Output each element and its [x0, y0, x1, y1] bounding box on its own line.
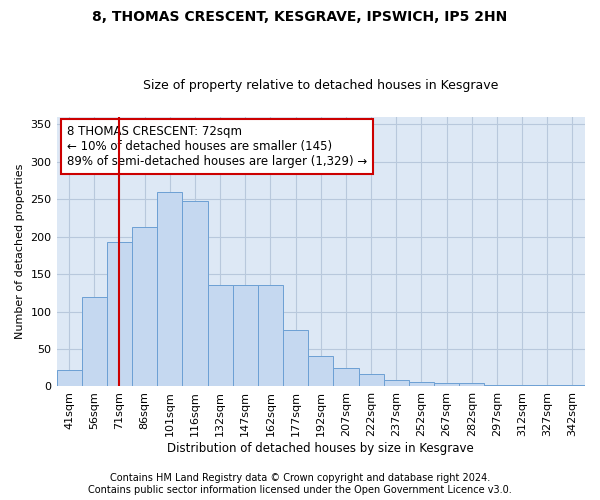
- Text: Contains HM Land Registry data © Crown copyright and database right 2024.
Contai: Contains HM Land Registry data © Crown c…: [88, 474, 512, 495]
- Bar: [208, 284, 233, 386]
- Bar: [283, 330, 308, 386]
- Bar: [82, 296, 107, 386]
- Bar: [56, 370, 82, 386]
- X-axis label: Distribution of detached houses by size in Kesgrave: Distribution of detached houses by size …: [167, 442, 474, 455]
- Bar: [157, 192, 182, 386]
- Bar: [509, 385, 535, 386]
- Title: Size of property relative to detached houses in Kesgrave: Size of property relative to detached ho…: [143, 79, 499, 92]
- Bar: [308, 356, 334, 386]
- Bar: [484, 385, 509, 386]
- Bar: [334, 368, 359, 386]
- Bar: [459, 382, 484, 386]
- Text: 8, THOMAS CRESCENT, KESGRAVE, IPSWICH, IP5 2HN: 8, THOMAS CRESCENT, KESGRAVE, IPSWICH, I…: [92, 10, 508, 24]
- Bar: [535, 385, 560, 386]
- Bar: [409, 382, 434, 386]
- Bar: [560, 385, 585, 386]
- Bar: [258, 284, 283, 386]
- Text: 8 THOMAS CRESCENT: 72sqm
← 10% of detached houses are smaller (145)
89% of semi-: 8 THOMAS CRESCENT: 72sqm ← 10% of detach…: [67, 125, 367, 168]
- Y-axis label: Number of detached properties: Number of detached properties: [15, 164, 25, 340]
- Bar: [434, 382, 459, 386]
- Bar: [233, 284, 258, 386]
- Bar: [132, 227, 157, 386]
- Bar: [182, 200, 208, 386]
- Bar: [107, 242, 132, 386]
- Bar: [383, 380, 409, 386]
- Bar: [359, 374, 383, 386]
